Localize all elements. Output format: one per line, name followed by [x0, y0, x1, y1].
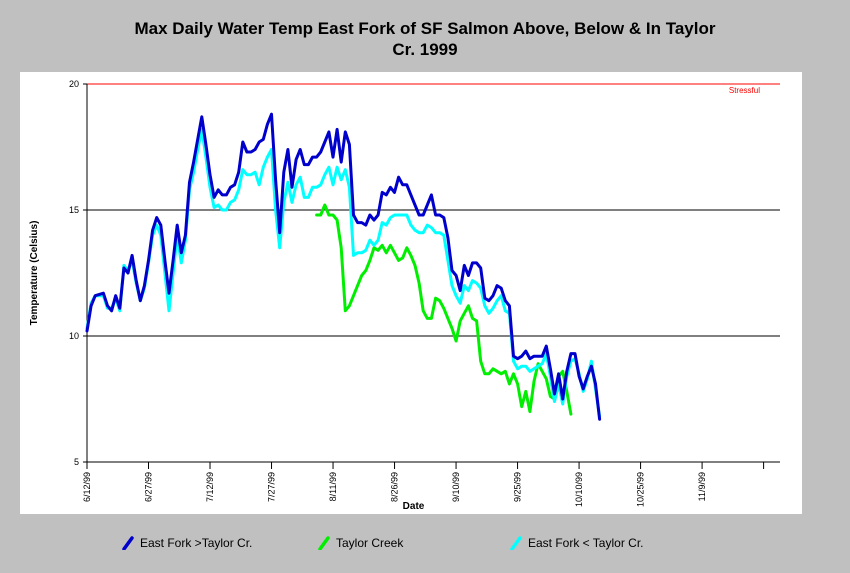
x-tick-label: 9/25/99	[513, 472, 523, 502]
y-tick-label: 20	[69, 79, 79, 89]
legend: East Fork >Taylor Cr. Taylor Creek East Fo…	[0, 536, 850, 556]
x-tick-label: 10/25/99	[636, 472, 646, 507]
chart-title: Max Daily Water Temp East Fork of SF Sal…	[0, 18, 850, 60]
chart-title-line2: Cr. 1999	[392, 40, 458, 59]
legend-swatch	[318, 536, 330, 550]
legend-label: Taylor Creek	[336, 536, 404, 550]
y-axis-title: Temperature (Celsius)	[29, 221, 40, 326]
y-tick-label: 10	[69, 331, 79, 341]
x-tick-label: 9/10/99	[451, 472, 461, 502]
y-tick-label: 15	[69, 205, 79, 215]
legend-swatch	[122, 536, 134, 550]
threshold-label: Stressful	[729, 86, 760, 95]
x-tick-label: 6/12/99	[82, 472, 92, 502]
x-tick-label: 7/12/99	[205, 472, 215, 502]
chart-panel: 5 10 15 20 Stressful 6/12/99 6/27/99 7/12/99 7/2…	[20, 72, 802, 514]
line-chart: 5 10 15 20 Stressful 6/12/99 6/27/99 7/12/99 7/2…	[29, 79, 780, 512]
legend-label: East Fork >Taylor Cr.	[140, 536, 253, 550]
legend-entry: East Fork >Taylor Cr.	[122, 536, 252, 550]
x-tick-label: 8/11/99	[328, 472, 338, 501]
x-tick-label: 8/26/99	[390, 472, 400, 502]
chart-title-line1: Max Daily Water Temp East Fork of SF Sal…	[134, 19, 716, 38]
legend-entry: East Fork < Taylor Cr.	[510, 536, 643, 550]
y-tick-label: 5	[74, 457, 79, 467]
x-tick-label: 10/10/99	[574, 472, 584, 507]
x-tick-label: 6/27/99	[144, 472, 154, 502]
series-line-1	[315, 203, 573, 416]
series-line-0	[85, 112, 602, 421]
x-tick-label: 11/9/99	[697, 472, 707, 501]
legend-swatch	[510, 536, 522, 550]
x-axis-title: Date	[403, 501, 425, 512]
legend-entry: Taylor Creek	[318, 536, 403, 550]
legend-label: East Fork < Taylor Cr.	[528, 536, 644, 550]
x-tick-label: 7/27/99	[267, 472, 277, 502]
